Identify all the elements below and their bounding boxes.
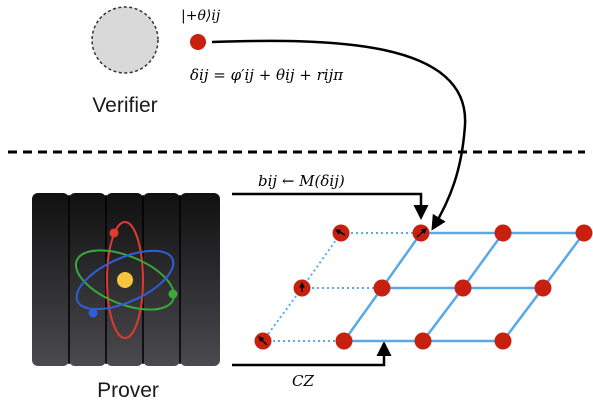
prover-label: Prover: [97, 379, 159, 402]
measurement-label: bij ← M(δij): [258, 172, 345, 190]
qubit: [373, 279, 391, 297]
delta-formula: δij = φ′ij + θij + rijπ: [190, 66, 344, 84]
verifier-label: Verifier: [92, 94, 157, 117]
qubit: [494, 332, 512, 350]
qubit: [575, 224, 593, 242]
entangle-arrow: [232, 341, 392, 367]
atom-icon: [74, 221, 178, 339]
cluster-lattice: [254, 224, 593, 350]
qubit: [414, 332, 432, 350]
lattice-solid-edges: [342, 231, 586, 343]
qubit: [454, 279, 472, 297]
verifier-group: Verifier: [91, 6, 159, 117]
qubit-direction-arrows: [258, 228, 427, 346]
qubit: [494, 224, 512, 242]
sent-qubit: [190, 34, 206, 50]
verifier-icon: [91, 6, 159, 74]
entangle-label: CZ: [292, 372, 314, 390]
qubit-state-label: |+θ⟩ij: [181, 8, 221, 24]
lattice-qubits: [254, 224, 593, 350]
qubit-transfer-arrow: [211, 39, 467, 231]
measurement-arrow: [232, 192, 429, 220]
qubit: [534, 279, 552, 297]
lattice-dotted-edges: [262, 232, 421, 342]
qubit: [335, 332, 353, 350]
